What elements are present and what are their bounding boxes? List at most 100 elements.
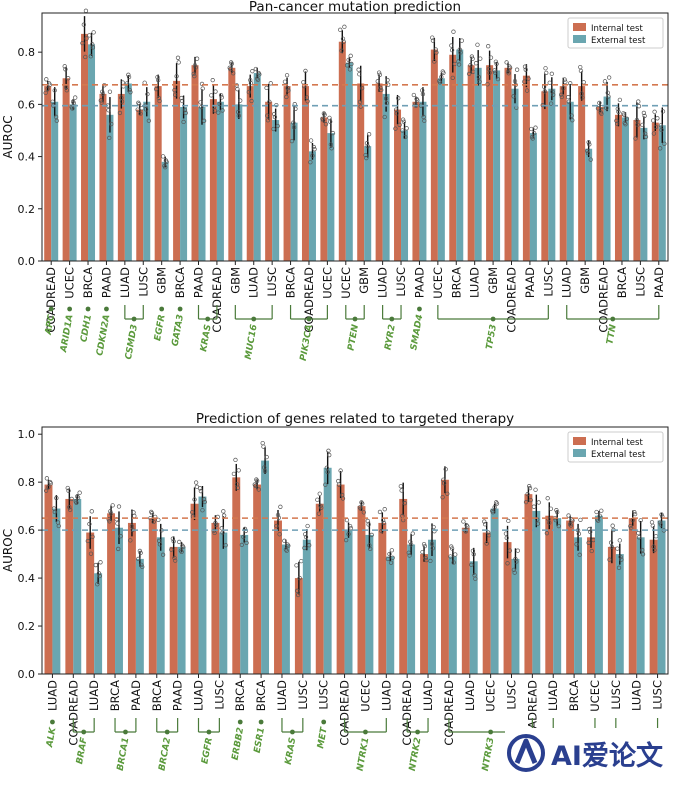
data-point	[264, 454, 269, 460]
data-point	[285, 86, 290, 91]
x-tick-label: BRCA	[233, 680, 247, 711]
data-point	[357, 99, 363, 105]
data-point	[366, 132, 372, 137]
external-bar	[594, 515, 603, 674]
external-bar	[52, 508, 61, 674]
data-point	[506, 518, 511, 524]
data-point	[157, 98, 162, 104]
external-bar	[198, 496, 207, 674]
gene-label: BRCA2	[157, 737, 173, 772]
group-dot	[85, 306, 91, 312]
data-point	[233, 457, 238, 463]
x-tick-label: GBM	[486, 267, 500, 294]
data-point	[544, 531, 550, 536]
data-point	[641, 110, 647, 116]
internal-bar	[246, 86, 254, 262]
data-point	[132, 513, 137, 519]
data-point	[359, 85, 365, 91]
data-point	[570, 118, 575, 123]
data-point	[449, 48, 455, 53]
data-point	[429, 541, 435, 547]
legend-swatch	[573, 35, 586, 43]
x-tick-label: GBM	[578, 267, 592, 294]
gene-label: KRAS	[284, 737, 299, 766]
x-tick-label: LUSC	[317, 680, 331, 710]
data-point	[299, 558, 304, 564]
external-bar	[621, 117, 629, 261]
group-dot	[417, 306, 422, 312]
data-point	[106, 517, 111, 522]
data-point	[469, 54, 475, 59]
data-point	[377, 509, 383, 515]
internal-bar	[541, 91, 549, 261]
data-point	[548, 506, 554, 511]
x-tick-label: COADREAD	[210, 267, 224, 333]
data-point	[430, 38, 436, 43]
watermark-text: AI爱论文	[551, 740, 663, 772]
data-point	[406, 550, 411, 555]
data-point	[578, 64, 583, 70]
data-point	[220, 108, 225, 113]
data-point	[140, 564, 145, 570]
internal-bar	[232, 477, 241, 674]
data-point	[615, 546, 620, 551]
data-point	[439, 74, 444, 80]
data-point	[430, 546, 435, 551]
x-tick-label: LUSC	[265, 267, 279, 297]
data-point	[157, 542, 163, 547]
data-point	[619, 557, 624, 562]
external-bar	[448, 556, 457, 674]
data-point	[400, 117, 406, 122]
data-point	[415, 98, 420, 103]
data-point	[396, 96, 401, 101]
group-dot	[389, 316, 395, 322]
internal-bar	[154, 86, 162, 262]
internal-bar	[651, 122, 659, 261]
data-point	[325, 469, 330, 475]
data-point	[216, 110, 221, 115]
data-point	[66, 76, 71, 81]
data-point	[383, 96, 389, 101]
data-point	[291, 120, 296, 125]
data-point	[173, 92, 178, 97]
data-point	[597, 513, 602, 518]
group-dot	[251, 316, 257, 322]
data-point	[311, 144, 317, 150]
data-point	[284, 548, 289, 553]
internal-bar	[191, 65, 199, 261]
data-point	[588, 157, 593, 162]
data-point	[578, 517, 583, 523]
data-point	[587, 526, 592, 532]
external-bar	[493, 70, 501, 261]
legend-box	[567, 431, 664, 463]
data-point	[420, 92, 426, 97]
data-point	[109, 121, 114, 127]
x-tick-label: COADREAD	[44, 267, 58, 333]
x-tick-label: LUAD	[275, 680, 289, 711]
data-point	[143, 107, 149, 112]
data-point	[246, 89, 251, 95]
data-point	[453, 552, 458, 557]
data-point	[507, 548, 513, 553]
data-point	[336, 482, 342, 487]
external-bar	[261, 460, 270, 674]
data-point	[308, 160, 313, 165]
data-point	[524, 88, 530, 93]
internal-bar	[117, 93, 125, 261]
internal-bar	[357, 83, 365, 261]
data-point	[529, 126, 534, 132]
data-point	[106, 108, 111, 113]
external-bar	[365, 534, 374, 674]
data-point	[358, 104, 363, 109]
data-point	[183, 110, 188, 116]
data-point	[192, 73, 197, 79]
x-tick-label: LUSC	[136, 267, 150, 297]
group-dot	[48, 306, 54, 312]
x-tick-label: BRCA	[173, 267, 187, 298]
data-point	[209, 93, 214, 98]
data-point	[90, 45, 96, 50]
internal-bar	[378, 522, 387, 674]
data-point	[526, 76, 531, 81]
data-point	[328, 119, 333, 124]
